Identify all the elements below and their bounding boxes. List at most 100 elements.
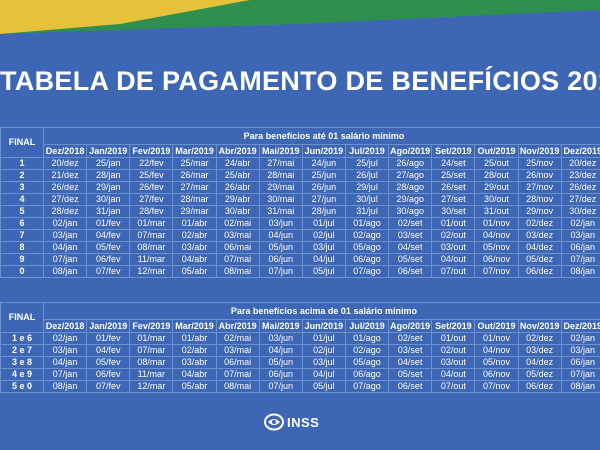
- month-header: Dez/2018: [42, 144, 88, 158]
- payment-date-cell: 11/mar: [129, 253, 174, 266]
- payment-date-cell: 04/abr: [172, 368, 217, 381]
- payment-date-cell: 06/fev: [86, 253, 131, 266]
- payment-date-cell: 26/set: [431, 181, 476, 194]
- payment-date-cell: 03/jan: [560, 229, 600, 242]
- payment-date-cell: 30/abr: [215, 205, 260, 218]
- month-header: Ago/2019: [388, 144, 433, 158]
- inss-logo-icon: [264, 413, 284, 431]
- payment-date-cell: 01/nov: [474, 332, 519, 345]
- final-header: FINAL: [0, 302, 44, 333]
- payment-date-cell: 27/fev: [129, 193, 174, 206]
- payment-date-cell: 01/jul: [301, 217, 346, 230]
- payment-date-cell: 07/out: [431, 380, 476, 393]
- inss-logo-text: INSS: [287, 414, 320, 430]
- payment-date-cell: 31/jan: [86, 205, 131, 218]
- payment-date-cell: 08/jan: [42, 380, 88, 393]
- payment-date-cell: 03/jul: [301, 241, 346, 254]
- month-header-row: Dez/2018 Jan/2019 Fev/2019 Mar/2019 Abr/2019…: [1, 144, 600, 158]
- payment-date-cell: 03/dez: [517, 229, 562, 242]
- payment-date-cell: 29/nov: [517, 205, 562, 218]
- month-header: Jan/2019: [86, 144, 131, 158]
- payment-date-cell: 25/jun: [301, 169, 346, 182]
- payment-date-cell: 27/dez: [42, 193, 88, 206]
- payment-date-cell: 06/jan: [560, 241, 600, 254]
- payment-date-cell: 31/jul: [344, 205, 390, 218]
- payment-date-cell: 02/jan: [42, 332, 88, 345]
- payment-date-cell: 20/dez: [560, 157, 600, 170]
- payment-date-cell: 30/ago: [388, 205, 433, 218]
- month-header: Set/2019: [431, 319, 476, 333]
- payment-date-cell: 28/fev: [129, 205, 174, 218]
- month-header: Nov/2019: [517, 319, 562, 333]
- payment-date-cell: 08/mai: [215, 265, 260, 278]
- inss-logo: INSS: [264, 413, 319, 431]
- payment-date-cell: 07/jun: [258, 380, 303, 393]
- payment-date-cell: 04/jun: [258, 229, 303, 242]
- top-banner-stripes: [0, 0, 600, 45]
- payment-date-cell: 04/nov: [474, 344, 519, 357]
- payment-date-cell: 08/mai: [215, 380, 260, 393]
- payment-date-cell: 06/mai: [215, 241, 260, 254]
- final-digit-label: 0: [0, 265, 44, 278]
- table-row: 3 e 8 04/jan 05/fev 08/mar 03/abr 06/mai 05/ju…: [0, 356, 600, 369]
- payment-date-cell: 05/dez: [517, 253, 562, 266]
- table-row: 1 20/dez 25/jan 22/fev 25/mar 24/abr 27/mai 24/…: [0, 157, 600, 170]
- payment-date-cell: 07/mai: [215, 253, 260, 266]
- table-row: 2 21/dez 28/jan 25/fev 26/mar 25/abr 28/mai 25/…: [0, 169, 600, 182]
- payment-date-cell: 25/jan: [86, 157, 131, 170]
- final-digit-label: 2: [0, 169, 44, 182]
- month-header: Set/2019: [431, 144, 476, 158]
- payment-date-cell: 01/ago: [344, 217, 390, 230]
- payment-date-cell: 26/dez: [560, 181, 600, 194]
- payment-date-cell: 12/mar: [129, 265, 174, 278]
- payment-date-cell: 01/abr: [172, 332, 217, 345]
- payment-date-cell: 02/jan: [560, 217, 600, 230]
- payment-date-cell: 04/jul: [301, 368, 346, 381]
- payment-date-cell: 07/ago: [344, 265, 390, 278]
- payment-date-cell: 03/out: [431, 241, 476, 254]
- payment-date-cell: 26/jul: [344, 169, 390, 182]
- section-title: Para benefícios acima de 01 salário míni…: [43, 302, 600, 320]
- final-digit-label: 4: [0, 193, 44, 206]
- payment-date-cell: 27/mai: [258, 157, 303, 170]
- payment-date-cell: 25/nov: [517, 157, 562, 170]
- payment-date-cell: 05/abr: [172, 380, 217, 393]
- payment-date-cell: 04/fev: [86, 229, 131, 242]
- payment-date-cell: 01/out: [431, 217, 476, 230]
- final-digit-label: 9: [0, 253, 44, 266]
- final-digit-label: 4 e 9: [0, 368, 44, 381]
- payment-date-cell: 07/jan: [42, 253, 88, 266]
- payment-date-cell: 27/ago: [388, 169, 433, 182]
- payment-date-cell: 04/jan: [42, 241, 88, 254]
- payment-date-cell: 01/abr: [172, 217, 217, 230]
- month-header: Out/2019: [474, 319, 519, 333]
- payment-date-cell: 02/dez: [517, 217, 562, 230]
- payment-date-cell: 05/jun: [258, 356, 303, 369]
- payment-date-cell: 06/nov: [474, 368, 519, 381]
- table-row: 3 26/dez 29/jan 26/fev 27/mar 26/abr 29/mai 26/…: [0, 181, 600, 194]
- payment-date-cell: 06/ago: [344, 253, 390, 266]
- payment-date-cell: 28/out: [474, 169, 519, 182]
- payment-date-cell: 07/fev: [86, 380, 131, 393]
- payment-table-up-to-minimum-wage: FINAL Para benefícios até 01 salário mín…: [0, 127, 600, 278]
- payment-date-cell: 28/ago: [388, 181, 433, 194]
- table-row: 0 08/jan 07/fev 12/mar 05/abr 08/mai 07/jun 05/…: [0, 265, 600, 278]
- payment-date-cell: 25/fev: [129, 169, 174, 182]
- payment-date-cell: 25/abr: [215, 169, 260, 182]
- payment-date-cell: 03/jan: [42, 344, 88, 357]
- payment-date-cell: 30/set: [431, 205, 476, 218]
- payment-date-cell: 29/jan: [86, 181, 131, 194]
- payment-date-cell: 05/jul: [301, 265, 346, 278]
- payment-date-cell: 05/nov: [474, 356, 519, 369]
- payment-date-cell: 03/jun: [258, 332, 303, 345]
- month-header: Jun/2019: [301, 144, 346, 158]
- payment-date-cell: 07/jan: [560, 368, 600, 381]
- payment-date-cell: 05/ago: [344, 241, 390, 254]
- payment-date-cell: 01/mar: [129, 217, 174, 230]
- payment-date-cell: 05/jun: [258, 241, 303, 254]
- table-row: 1 e 6 02/jan 01/fev 01/mar 01/abr 02/mai 03/ju…: [0, 332, 600, 345]
- payment-date-cell: 04/dez: [517, 356, 562, 369]
- payment-date-cell: 06/mai: [215, 356, 260, 369]
- payment-date-cell: 02/mai: [215, 332, 260, 345]
- month-header: Jul/2019: [344, 319, 390, 333]
